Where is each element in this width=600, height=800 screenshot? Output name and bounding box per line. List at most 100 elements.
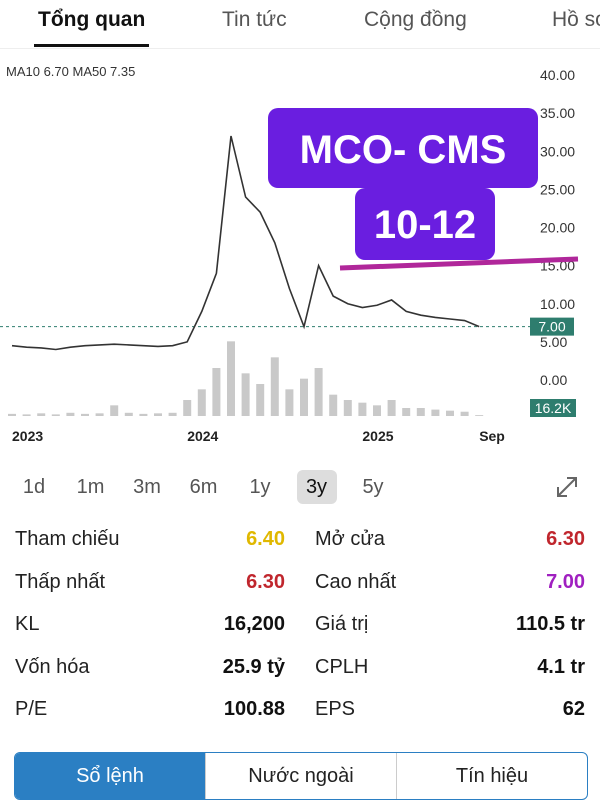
stat-label: CPLH [315, 655, 369, 678]
stat-value: 25.9 tỷ [222, 655, 285, 678]
expand-icon[interactable] [552, 472, 582, 502]
volume-bar [227, 341, 235, 416]
last-price-label: 7.00 [538, 319, 565, 335]
bottom-tabs: Sổ lệnh Nước ngoài Tín hiệu [14, 752, 588, 800]
volume-bar [358, 402, 367, 416]
period-button[interactable]: 5y [362, 476, 384, 498]
annotation-box [268, 108, 538, 188]
volume-bar [446, 410, 454, 416]
volume-bar [22, 414, 31, 416]
volume-bar [124, 412, 133, 416]
volume-bar [212, 368, 221, 416]
stat-row: KL 16,200 Giá trị 110.5 tr [0, 603, 600, 645]
volume-bar [95, 413, 104, 416]
volume-bar [81, 413, 89, 416]
tab[interactable]: Tin tức [222, 8, 287, 31]
annotation-line [339, 256, 579, 271]
chart: MA10 6.70 MA50 7.35 40.00 35.00 30.00 25.00… [0, 64, 579, 444]
volume-bar [285, 389, 294, 416]
bottom-tab[interactable]: Sổ lệnh [15, 753, 205, 799]
volume-bar [8, 413, 16, 416]
last-volume-label: 16.2K [535, 400, 572, 416]
volume-bar [37, 413, 46, 416]
volume-bar [300, 378, 308, 416]
volume-bar [329, 394, 338, 416]
bottom-tab[interactable]: Nước ngoài [205, 753, 396, 799]
stat-row: Vốn hóa 25.9 tỷ CPLH 4.1 tr [0, 646, 600, 688]
stat-row: Tham chiếu 6.40 Mở cửa 6.30 [0, 518, 600, 560]
y-tick-label: 35.00 [540, 105, 575, 121]
annotation-text: 10-12 [374, 203, 476, 247]
x-tick-label: 2023 [12, 428, 43, 444]
stat-label: Vốn hóa [15, 655, 90, 678]
tab[interactable]: Hồ sơ [552, 8, 600, 31]
stat-value: 110.5 tr [516, 613, 585, 635]
volume-bar [241, 373, 250, 416]
stat-value: 6.30 [546, 528, 585, 550]
annotation-box [355, 188, 495, 260]
volume-bar [183, 400, 192, 416]
period-button[interactable]: 1m [76, 476, 105, 498]
bottom-tab[interactable]: Tín hiệu [396, 753, 587, 799]
volume-bar [139, 413, 148, 416]
x-tick-label: 2024 [187, 428, 218, 444]
tab[interactable]: Cộng đồng [364, 8, 467, 31]
stat-label: Cao nhất [315, 570, 397, 593]
stat-label: Thấp nhất [15, 570, 106, 593]
top-tabs: Tổng quan Tin tức Cộng đồng Hồ sơ [0, 0, 600, 49]
volume-bar [270, 357, 279, 416]
period-button[interactable]: 6m [189, 476, 218, 498]
volume-bar [197, 389, 206, 416]
stat-value: 16,200 [223, 613, 285, 635]
period-selector: 1d 1m 3m 6m 1y 3y 5y [8, 466, 592, 506]
y-tick-label: 20.00 [540, 220, 575, 236]
volume-bar [168, 412, 177, 416]
volume-bar [110, 405, 119, 416]
y-tick-label: 5.00 [540, 334, 567, 350]
y-tick-label: 10.00 [540, 296, 575, 312]
volume-bar [460, 411, 469, 416]
legend-text: MA10 6.70 MA50 7.35 [6, 64, 135, 79]
volume-bar [431, 409, 440, 416]
stat-value: 62 [562, 698, 585, 720]
y-tick-label: 30.00 [540, 143, 575, 159]
volume-bar [416, 408, 425, 416]
volume-bar [475, 415, 484, 416]
stat-value: 4.1 tr [537, 655, 585, 678]
period-button[interactable]: 3y [296, 470, 337, 504]
annotation-text: MCO- CMS [300, 128, 507, 172]
last-price-box [530, 317, 574, 336]
stat-label: Tham chiếu [15, 528, 120, 550]
y-tick-label: 40.00 [540, 67, 575, 83]
volume-bar [387, 400, 396, 416]
volume-bar [256, 384, 265, 416]
stat-label: P/E [15, 698, 48, 720]
stat-value: 7.00 [546, 570, 585, 593]
volume-bar [154, 413, 162, 416]
stat-label: Giá trị [315, 613, 369, 635]
stat-row: P/E 100.88 EPS 62 [0, 688, 600, 730]
x-tick-label: 2025 [362, 428, 393, 444]
volume-bar [343, 400, 352, 416]
stat-value: 100.88 [223, 698, 285, 720]
volume-bar [66, 412, 75, 416]
stat-value: 6.30 [246, 570, 285, 593]
period-button[interactable]: 1d [22, 476, 46, 498]
x-tick-label: Sep [479, 428, 505, 444]
last-volume-box [530, 399, 576, 417]
stat-row: Thấp nhất 6.30 Cao nhất 7.00 [0, 561, 600, 603]
stat-label: KL [15, 613, 40, 635]
stat-label: EPS [315, 698, 356, 720]
volume-bar [402, 408, 411, 416]
period-button[interactable]: 1y [249, 476, 271, 498]
price-line [11, 135, 480, 351]
tab[interactable]: Tổng quan [33, 8, 150, 47]
y-tick-label: 0.00 [540, 372, 567, 388]
period-button[interactable]: 3m [133, 476, 161, 498]
volume-bar [373, 405, 381, 416]
y-tick-label: 25.00 [540, 181, 575, 197]
stat-label: Mở cửa [315, 528, 385, 550]
volume-bar [51, 414, 60, 416]
stat-value: 6.40 [246, 528, 285, 550]
